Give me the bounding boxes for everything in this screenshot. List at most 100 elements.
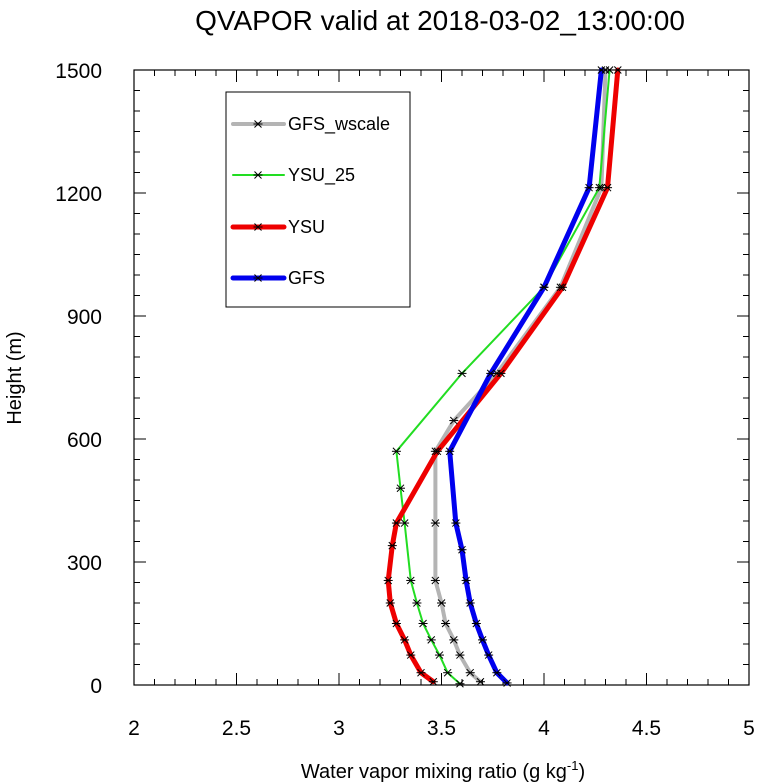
data-point-ysu (557, 283, 567, 292)
marker-stroke (435, 651, 444, 659)
marker-stroke (429, 677, 438, 686)
data-point-ysu-25 (443, 668, 453, 677)
marker-stroke (486, 369, 495, 378)
data-point-ysu (496, 369, 506, 378)
data-point-ysu (383, 576, 393, 585)
marker-stroke (492, 668, 501, 677)
data-point-gfs (502, 679, 512, 687)
marker-stroke (427, 636, 436, 644)
legend-marker-ysu-25 (253, 171, 263, 179)
legend-marker-gfs (253, 274, 263, 282)
marker-stroke (462, 576, 470, 585)
marker-stroke (445, 447, 454, 456)
marker-stroke (503, 679, 511, 687)
chart-title: QVAPOR valid at 2018-03-02_13:00:00 (195, 5, 685, 36)
marker-stroke (466, 668, 475, 677)
x-tick-label: 2.5 (222, 717, 251, 740)
x-tick-label: 3 (333, 717, 345, 740)
x-tick-label: 5 (743, 717, 755, 740)
marker-stroke (392, 519, 401, 527)
marker-stroke (254, 223, 262, 231)
legend-marker-ysu (253, 223, 263, 231)
marker-stroke (441, 619, 450, 628)
data-point-ysu (387, 541, 397, 550)
data-point-ysu (613, 66, 623, 74)
data-point-gfs (486, 369, 496, 378)
x-axis-label-superscript: -1 (567, 758, 579, 773)
y-tick-label: 600 (67, 429, 102, 452)
data-point-ysu (428, 677, 438, 686)
marker-stroke (476, 677, 485, 686)
marker-stroke (437, 599, 446, 607)
data-point-ysu-25 (434, 651, 444, 659)
series-layer (383, 66, 623, 688)
marker-stroke (456, 651, 464, 659)
data-point-gfs-wscale (430, 519, 440, 527)
marker-stroke (431, 519, 440, 527)
marker-stroke (433, 447, 442, 456)
data-point-ysu-25 (406, 576, 416, 585)
data-point-gfs-wscale (437, 599, 446, 607)
marker-stroke (558, 283, 567, 292)
series-line-ysu (385, 67, 621, 685)
legend-label-ysu: YSU (288, 217, 325, 237)
data-point-gfs (461, 576, 471, 585)
y-tick-label: 900 (67, 306, 102, 329)
data-point-ysu-25 (594, 183, 604, 192)
marker-stroke (419, 619, 427, 628)
marker-stroke (388, 541, 397, 550)
data-point-ysu (391, 619, 401, 628)
data-point-ysu-25 (400, 519, 410, 527)
data-point-ysu (416, 668, 426, 677)
data-point-gfs (484, 651, 494, 659)
data-point-gfs (465, 599, 475, 607)
marker-stroke (443, 668, 452, 677)
marker-stroke (449, 636, 458, 644)
legend-box (225, 91, 411, 308)
legend-label-ysu-25: YSU_25 (288, 165, 355, 186)
axis-ticks: 2 2.5 3 3.5 4 4.5 5 0 300 600 900 1200 1500 (55, 60, 755, 740)
marker-stroke (417, 668, 425, 677)
series-line-gfs (447, 67, 604, 686)
marker-stroke (585, 183, 593, 192)
data-point-ysu (432, 447, 442, 456)
legend-label-gfs-wscale: GFS_wscale (288, 114, 390, 135)
y-tick-label: 1500 (55, 60, 102, 83)
marker-stroke (466, 599, 475, 607)
marker-stroke (603, 183, 612, 192)
marker-stroke (449, 416, 458, 425)
data-point-gfs (451, 519, 461, 527)
legend-marker-gfs-wscale (253, 120, 263, 128)
data-point-gfs (457, 545, 467, 554)
data-point-gfs (584, 183, 594, 192)
y-tick-label: 1200 (55, 183, 102, 206)
legend-label-gfs: GFS (288, 268, 325, 288)
marker-stroke (478, 636, 487, 644)
marker-stroke (597, 66, 606, 74)
data-point-gfs (492, 668, 502, 677)
marker-stroke (458, 545, 466, 554)
marker-stroke (400, 519, 409, 527)
data-point-ysu (400, 636, 410, 644)
x-axis-label-main: Water vapor mixing ratio (g kg (301, 761, 567, 783)
data-point-gfs-wscale (475, 677, 485, 686)
marker-stroke (458, 369, 466, 378)
data-point-ysu (603, 183, 613, 192)
x-tick-label: 3.5 (427, 717, 456, 740)
data-point-gfs-wscale (449, 636, 459, 644)
data-point-gfs (478, 636, 487, 644)
marker-stroke (540, 283, 548, 292)
data-point-gfs-wscale (430, 576, 440, 585)
marker-stroke (413, 599, 421, 607)
marker-stroke (254, 274, 262, 282)
data-point-ysu (406, 651, 416, 659)
series-line-ysu-25 (395, 69, 611, 685)
marker-stroke (613, 66, 622, 74)
data-point-ysu-25 (396, 484, 405, 493)
x-tick-label: 2 (128, 717, 140, 740)
marker-stroke (431, 576, 440, 585)
marker-stroke (406, 576, 415, 585)
marker-stroke (605, 66, 614, 74)
y-axis-label: Height (m) (4, 331, 26, 424)
